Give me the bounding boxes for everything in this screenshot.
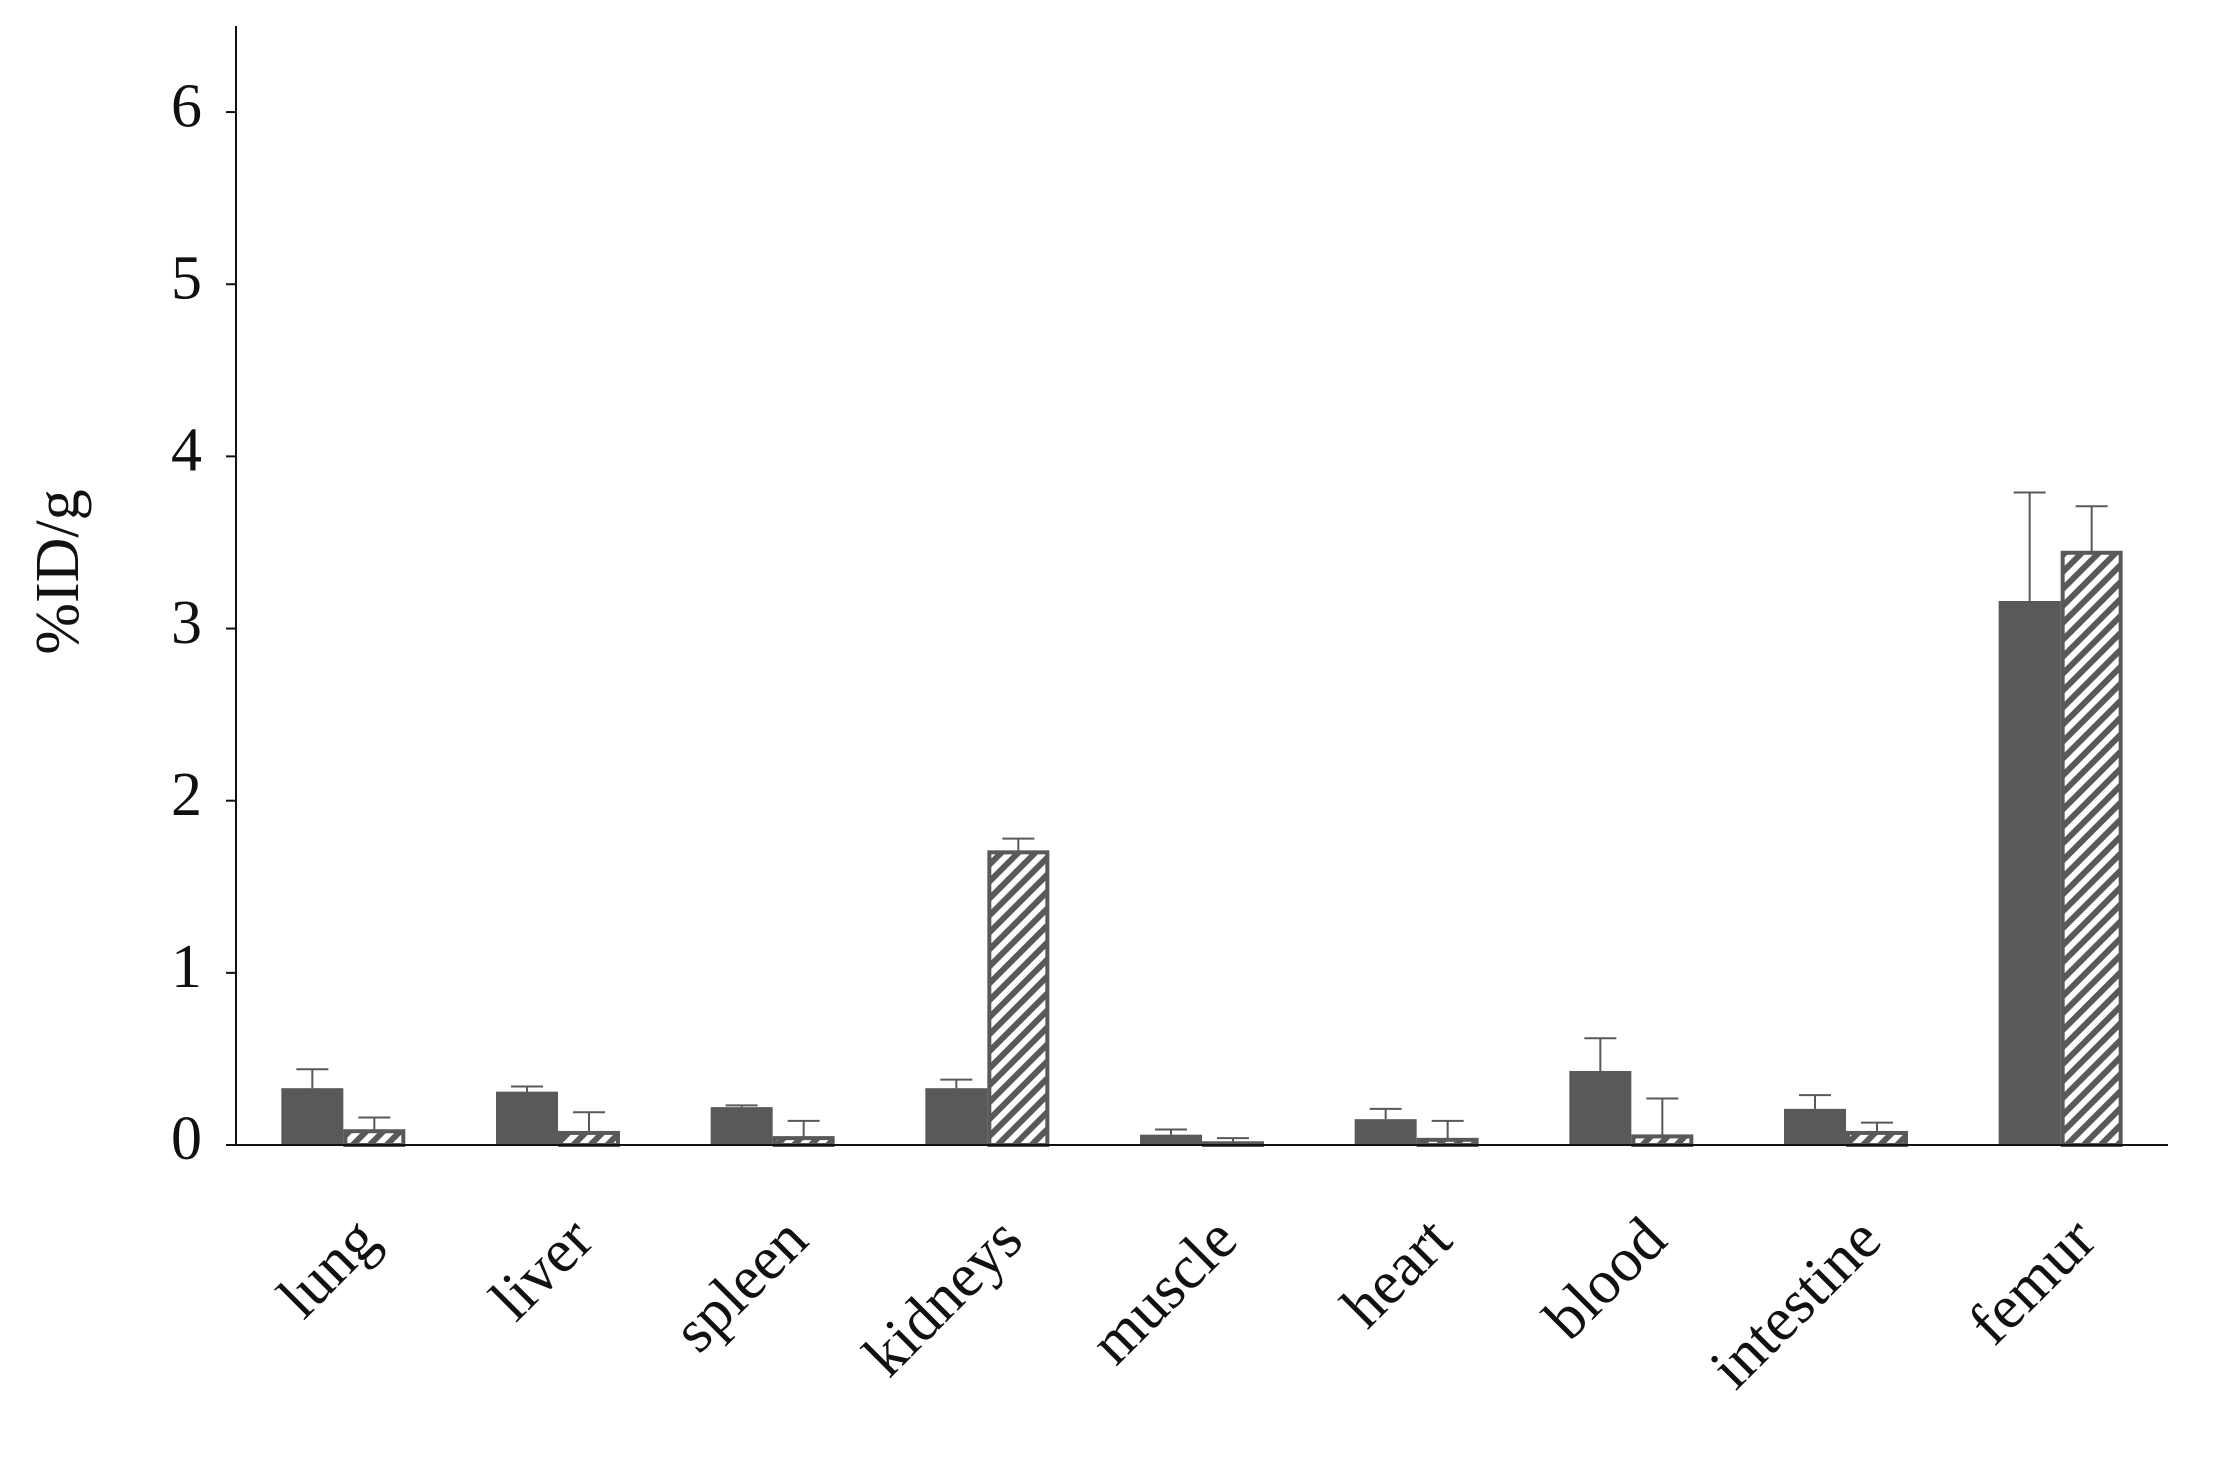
bar (496, 1091, 558, 1145)
error-bar (1217, 1137, 1249, 1144)
error-bar (940, 1078, 973, 1089)
y-tick-label: 5 (171, 244, 202, 312)
x-tick-label: kidneys (851, 1205, 1035, 1389)
y-tick-label: 1 (171, 933, 202, 1001)
x-tick-label: liver (478, 1205, 607, 1334)
bar (1631, 1134, 1694, 1148)
y-tick-label: 2 (171, 761, 202, 829)
error-bar (573, 1111, 605, 1133)
error-bar (1369, 1107, 1402, 1120)
bar (343, 1129, 406, 1147)
error-bar (1431, 1119, 1464, 1140)
bar (2060, 550, 2123, 1147)
x-tick-label: muscle (1078, 1205, 1250, 1377)
y-tick-label: 3 (171, 589, 202, 657)
bar (1140, 1134, 1202, 1145)
bar (558, 1130, 620, 1147)
y-axis-label: %ID/g (24, 489, 92, 654)
bar (1569, 1070, 1632, 1145)
error-bar (1002, 837, 1035, 853)
bar (1354, 1119, 1417, 1145)
x-tick-label: blood (1531, 1205, 1679, 1353)
error-bar (725, 1104, 758, 1108)
y-tick-label: 4 (171, 417, 202, 485)
error-bar (2013, 491, 2046, 601)
error-bar (2075, 505, 2108, 553)
error-bar (511, 1085, 543, 1092)
error-bar (1799, 1094, 1831, 1109)
x-tick-label: spleen (661, 1205, 821, 1365)
x-tick-label: intestine (1697, 1205, 1894, 1402)
bar (1846, 1130, 1908, 1147)
x-tick-label: lung (265, 1205, 391, 1331)
error-bar (787, 1119, 820, 1139)
bar (710, 1107, 773, 1145)
error-bar (296, 1068, 329, 1089)
error-bar (358, 1116, 391, 1132)
error-bar (1584, 1037, 1617, 1071)
error-bar (1646, 1097, 1679, 1137)
bar (925, 1088, 988, 1145)
x-tick-label: femur (1956, 1205, 2109, 1358)
y-tick-label: 0 (171, 1105, 202, 1173)
x-tick-label: heart (1329, 1205, 1465, 1341)
bar (987, 850, 1050, 1147)
error-bar (1155, 1128, 1187, 1135)
bar (772, 1136, 835, 1148)
bar (1998, 600, 2061, 1145)
error-bar (1861, 1121, 1893, 1133)
bar (1784, 1108, 1846, 1145)
y-tick-label: 6 (171, 72, 202, 140)
bar (281, 1088, 344, 1145)
